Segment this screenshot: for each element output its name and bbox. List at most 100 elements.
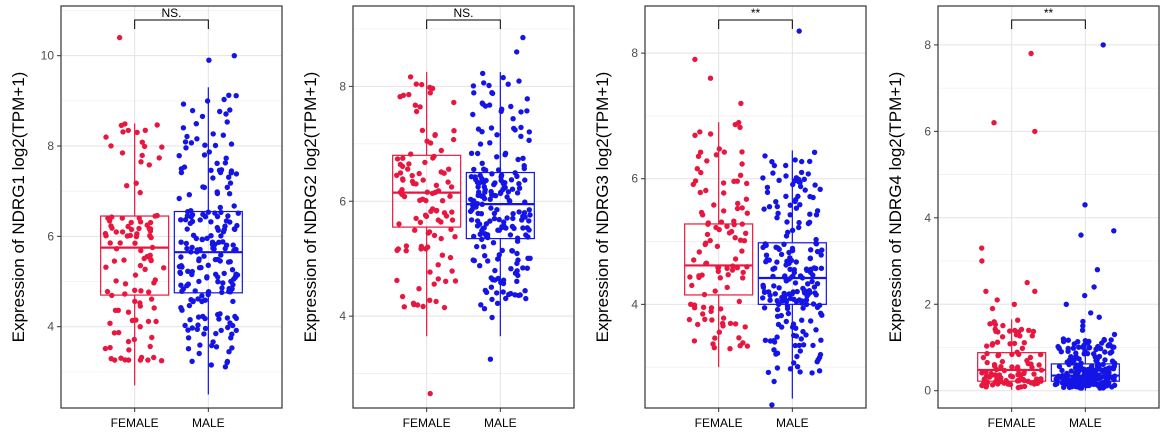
- data-point: [691, 338, 698, 344]
- data-point: [774, 365, 781, 371]
- data-point: [216, 316, 222, 322]
- data-point: [1086, 345, 1092, 351]
- data-point: [397, 170, 404, 176]
- data-point: [786, 249, 792, 256]
- data-point: [1091, 351, 1097, 357]
- data-point: [199, 236, 205, 243]
- data-point: [1021, 370, 1027, 377]
- data-point: [980, 354, 987, 361]
- data-point: [514, 190, 521, 196]
- data-point: [399, 293, 406, 300]
- data-point: [525, 255, 531, 261]
- data-point: [783, 318, 789, 325]
- data-point: [810, 342, 816, 349]
- data-point: [193, 235, 199, 242]
- data-point: [205, 291, 211, 298]
- data-point: [500, 74, 506, 81]
- data-point: [774, 334, 780, 340]
- data-point: [146, 162, 152, 168]
- data-point: [782, 293, 788, 299]
- data-point: [179, 307, 185, 313]
- data-point: [213, 344, 220, 350]
- data-point: [394, 156, 401, 162]
- data-point: [218, 252, 224, 258]
- data-point: [807, 269, 814, 276]
- data-point: [409, 172, 415, 179]
- data-point: [701, 291, 708, 298]
- data-point: [189, 358, 195, 364]
- data-point: [204, 235, 210, 241]
- data-point: [217, 204, 223, 211]
- data-point: [518, 109, 524, 115]
- data-point: [427, 297, 433, 303]
- y-axis-label: Expression of NDRG1 log2(TPM+1): [9, 72, 28, 343]
- data-point: [490, 240, 497, 246]
- data-point: [450, 136, 457, 143]
- data-point: [231, 247, 237, 254]
- data-point: [698, 169, 704, 176]
- chart-panel-2: Expression of NDRG2 log2(TPM+1) 4 6 8 FEMALE…: [301, 5, 575, 430]
- data-point: [180, 125, 187, 131]
- y-tick-label: 8: [47, 139, 54, 153]
- data-point: [527, 212, 533, 218]
- data-point: [778, 251, 785, 258]
- data-point: [197, 217, 203, 223]
- data-point: [403, 248, 409, 254]
- data-point: [133, 317, 139, 323]
- data-point: [783, 162, 789, 169]
- data-point: [182, 322, 188, 329]
- data-point: [1021, 340, 1027, 346]
- data-point: [813, 327, 819, 333]
- data-point: [793, 333, 800, 339]
- data-point: [514, 260, 520, 267]
- data-point: [119, 150, 126, 156]
- data-point: [413, 108, 420, 115]
- data-point: [694, 166, 700, 172]
- data-point: [471, 166, 477, 173]
- data-point: [739, 205, 745, 211]
- data-point: [477, 231, 483, 237]
- data-point: [149, 334, 155, 341]
- data-point: [526, 227, 532, 233]
- y-axis-label: Expression of NDRG2 log2(TPM+1): [301, 72, 320, 343]
- plot-border: [937, 5, 1160, 409]
- data-point: [989, 305, 996, 312]
- data-point: [103, 134, 109, 140]
- data-point: [446, 166, 452, 172]
- data-point: [482, 287, 488, 294]
- y-tick-label: 6: [339, 194, 346, 208]
- data-point: [1036, 362, 1042, 368]
- data-point: [760, 295, 766, 301]
- data-point: [800, 342, 807, 348]
- data-point: [475, 126, 482, 132]
- x-tick-label: MALE: [192, 416, 225, 430]
- data-point: [797, 348, 803, 354]
- data-point: [763, 242, 769, 248]
- data-point: [734, 205, 741, 212]
- data-point: [494, 290, 500, 296]
- data-point: [522, 288, 528, 294]
- data-point: [514, 268, 520, 274]
- data-point: [979, 245, 985, 251]
- data-point: [424, 138, 430, 144]
- data-point: [512, 127, 518, 133]
- data-point: [1090, 378, 1097, 384]
- data-point: [414, 302, 421, 308]
- data-point: [789, 274, 795, 280]
- data-point: [516, 181, 522, 187]
- significance-bracket: [426, 19, 501, 29]
- data-point: [515, 156, 521, 163]
- data-point: [774, 306, 781, 313]
- data-point: [1111, 228, 1117, 234]
- data-point: [200, 211, 206, 218]
- data-point: [795, 193, 801, 199]
- data-point: [192, 288, 198, 294]
- data-point: [226, 191, 233, 197]
- data-point: [1109, 349, 1115, 355]
- data-point: [1011, 340, 1018, 347]
- data-point: [787, 266, 793, 272]
- data-point: [995, 381, 1001, 387]
- data-point: [796, 219, 802, 226]
- data-point: [1056, 345, 1062, 351]
- data-point: [498, 172, 505, 178]
